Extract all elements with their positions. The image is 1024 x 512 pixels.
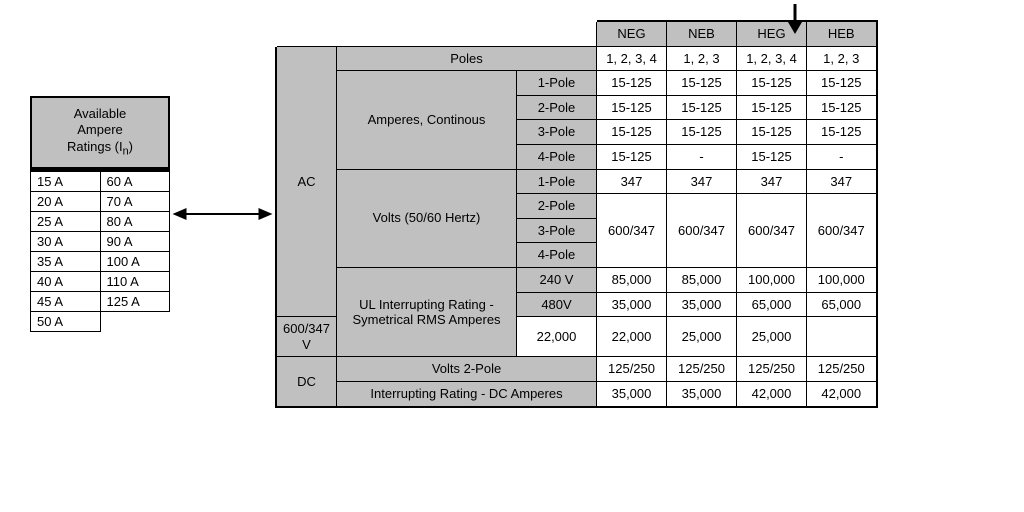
title-line-2: Ampere xyxy=(77,122,123,137)
dc-label: DC xyxy=(276,357,337,407)
amp-cell: 15-125 xyxy=(667,120,737,145)
dc-volt-cell: 125/250 xyxy=(667,357,737,382)
ul-cell: 65,000 xyxy=(737,292,807,317)
poles-label: Poles xyxy=(337,46,597,71)
ul-sub: 480V xyxy=(517,292,597,317)
ampere-cell: 80 A xyxy=(100,211,170,231)
pole-sub: 1-Pole xyxy=(517,71,597,96)
pole-sub: 2-Pole xyxy=(517,95,597,120)
model-header: NEB xyxy=(667,21,737,46)
ampere-ratings-grid: 15 A60 A 20 A70 A 25 A80 A 30 A90 A 35 A… xyxy=(30,171,170,332)
dc-int-label: Interrupting Rating - DC Amperes xyxy=(337,381,597,406)
ul-cell: 22,000 xyxy=(597,317,667,357)
ampere-cell: 35 A xyxy=(31,251,101,271)
ampere-cell: 110 A xyxy=(100,271,170,291)
poles-cell: 1, 2, 3, 4 xyxy=(597,46,667,71)
ul-cell: 100,000 xyxy=(737,267,807,292)
ul-sub: 240 V xyxy=(517,267,597,292)
title-end: ) xyxy=(129,139,133,154)
ampere-cell: 50 A xyxy=(31,311,101,331)
ul-cell: 25,000 xyxy=(667,317,737,357)
dc-int-cell: 35,000 xyxy=(667,381,737,406)
ampere-cell: 45 A xyxy=(31,291,101,311)
ampere-cell: 70 A xyxy=(100,191,170,211)
ul-cell: 35,000 xyxy=(667,292,737,317)
ampere-cell: 15 A xyxy=(31,171,101,191)
volt-cell: 347 xyxy=(807,169,877,194)
ul-cell: 35,000 xyxy=(597,292,667,317)
amp-cell: - xyxy=(667,144,737,169)
volt-cell: 600/347 xyxy=(667,194,737,268)
double-arrow-icon xyxy=(170,204,275,224)
volt-cell: 600/347 xyxy=(807,194,877,268)
volt-cell: 347 xyxy=(597,169,667,194)
title-line-1: Available xyxy=(74,106,127,121)
ampere-cell: 40 A xyxy=(31,271,101,291)
pole-sub: 3-Pole xyxy=(517,120,597,145)
ul-label-l2: Symetrical RMS Amperes xyxy=(352,312,500,327)
amp-cell: 15-125 xyxy=(737,120,807,145)
amp-cell: 15-125 xyxy=(807,95,877,120)
ul-cell: 25,000 xyxy=(737,317,807,357)
volt-cell: 600/347 xyxy=(597,194,667,268)
model-header: HEB xyxy=(807,21,877,46)
highlight-arrow-down xyxy=(785,4,805,34)
amp-cell: 15-125 xyxy=(807,120,877,145)
ampere-cell: 100 A xyxy=(100,251,170,271)
ul-label: UL Interrupting Rating - Symetrical RMS … xyxy=(337,267,517,356)
pole-sub: 2-Pole xyxy=(517,194,597,219)
ac-label: AC xyxy=(276,46,337,317)
ampere-ratings-box: Available Ampere Ratings (In) 15 A60 A 2… xyxy=(30,96,170,332)
amp-cell: 15-125 xyxy=(597,144,667,169)
ul-cell: 100,000 xyxy=(807,267,877,292)
poles-cell: 1, 2, 3 xyxy=(807,46,877,71)
ampere-cell-empty xyxy=(100,311,170,331)
amp-cell: 15-125 xyxy=(667,71,737,96)
ampere-cell: 20 A xyxy=(31,191,101,211)
amp-cell: 15-125 xyxy=(807,71,877,96)
dc-volt-cell: 125/250 xyxy=(597,357,667,382)
title-line-3: Ratings (I xyxy=(67,139,123,154)
spec-table: NEG NEB HEG HEB AC Poles 1, 2, 3, 4 1, 2… xyxy=(275,20,878,408)
dc-int-cell: 35,000 xyxy=(597,381,667,406)
amp-cell: - xyxy=(807,144,877,169)
ul-cell: 22,000 xyxy=(517,317,597,357)
amp-cell: 15-125 xyxy=(737,71,807,96)
ampere-cell: 30 A xyxy=(31,231,101,251)
amp-cell: 15-125 xyxy=(597,95,667,120)
dc-int-cell: 42,000 xyxy=(737,381,807,406)
poles-cell: 1, 2, 3 xyxy=(667,46,737,71)
dc-int-cell: 42,000 xyxy=(807,381,877,406)
ul-cell: 65,000 xyxy=(807,292,877,317)
dc-volt-cell: 125/250 xyxy=(807,357,877,382)
ul-label-l1: UL Interrupting Rating - xyxy=(359,297,494,312)
ampere-cell: 90 A xyxy=(100,231,170,251)
amp-cell: 15-125 xyxy=(667,95,737,120)
amp-cell: 15-125 xyxy=(597,120,667,145)
pole-sub: 3-Pole xyxy=(517,218,597,243)
poles-cell: 1, 2, 3, 4 xyxy=(737,46,807,71)
volt-cell: 347 xyxy=(667,169,737,194)
model-header: NEG xyxy=(597,21,667,46)
ampere-ratings-title: Available Ampere Ratings (In) xyxy=(32,98,168,169)
dc-volt-cell: 125/250 xyxy=(737,357,807,382)
ampere-cell: 60 A xyxy=(100,171,170,191)
ul-cell: 85,000 xyxy=(667,267,737,292)
ul-sub: 600/347 V xyxy=(276,317,337,357)
pole-sub: 4-Pole xyxy=(517,243,597,268)
ampere-cell: 25 A xyxy=(31,211,101,231)
volt-cell: 600/347 xyxy=(737,194,807,268)
amp-cell: 15-125 xyxy=(737,144,807,169)
amperes-label: Amperes, Continous xyxy=(337,71,517,169)
amp-cell: 15-125 xyxy=(597,71,667,96)
ampere-cell: 125 A xyxy=(100,291,170,311)
volt-cell: 347 xyxy=(737,169,807,194)
pole-sub: 4-Pole xyxy=(517,144,597,169)
ul-cell: 85,000 xyxy=(597,267,667,292)
volts-label: Volts (50/60 Hertz) xyxy=(337,169,517,267)
amp-cell: 15-125 xyxy=(737,95,807,120)
dc-volts-label: Volts 2-Pole xyxy=(337,357,597,382)
pole-sub: 1-Pole xyxy=(517,169,597,194)
